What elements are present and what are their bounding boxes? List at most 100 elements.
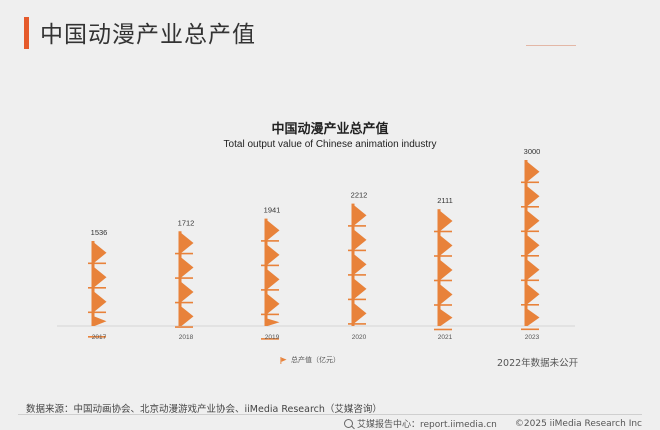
x-tick-2020: 2020 [352, 334, 367, 341]
bar-band-2021-2 [434, 279, 452, 282]
bar-band-2021-1 [434, 255, 452, 257]
page-title: 中国动漫产业总产值 [40, 22, 256, 48]
bar-band-2023-4 [521, 279, 539, 282]
bar-flag-2019-0 [267, 220, 280, 241]
bar-flag-2020-2 [354, 254, 367, 275]
title-accent-bar [24, 17, 29, 49]
bar-flag-2017-0 [94, 243, 107, 263]
bar-band-2017-1 [88, 287, 106, 289]
chart-legend: 总产值（亿元） [280, 355, 340, 365]
bar-flag-2020-4 [354, 303, 367, 324]
x-tick-2021: 2021 [438, 334, 453, 341]
bar-band-2017-2 [88, 311, 106, 314]
bar-band-2020-0 [348, 225, 366, 227]
data-label-2018: 1712 [178, 218, 195, 227]
bar-band-2018-1 [175, 277, 193, 279]
bar-pole-2020 [351, 203, 355, 326]
bar-band-2020-1 [348, 249, 366, 252]
bar-flag-2020-3 [354, 279, 367, 299]
bar-flag-2023-1 [527, 186, 540, 206]
bar-pole-2019 [264, 218, 268, 326]
bar-flag-2021-4 [440, 309, 453, 326]
report-center-link[interactable]: 艾媒报告中心：report.iimedia.cn [356, 420, 497, 430]
bar-band-2020-3 [348, 298, 366, 301]
bar-band-2018-0 [175, 252, 193, 255]
data-label-2023: 3000 [524, 147, 541, 156]
bar-pole-2023 [524, 160, 528, 326]
data-source: 数据来源：中国动画协会、北京动漫游戏产业协会、iiMedia Research（… [26, 404, 382, 415]
bar-flag-2019-2 [267, 269, 280, 290]
bar-band-2019-4 [261, 338, 279, 340]
data-label-2020: 2212 [351, 191, 368, 200]
bar-band-2019-3 [261, 313, 279, 316]
bar-flag-2018-0 [181, 233, 194, 253]
footer-divider [18, 414, 642, 415]
data-note: 2022年数据未公开 [497, 358, 579, 369]
x-tick-2018: 2018 [179, 334, 194, 341]
bar-flag-2019-4 [267, 318, 280, 326]
data-label-2021: 2111 [437, 196, 453, 205]
bar-band-2018-3 [175, 326, 193, 328]
search-icon [343, 419, 353, 428]
bar-flag-2023-5 [527, 284, 540, 304]
bar-2017 [88, 241, 107, 338]
x-tick-2019: 2019 [265, 334, 280, 341]
footer-info: 艾媒报告中心：report.iimedia.cn ©2025 iiMedia R… [343, 417, 642, 430]
legend-flag-icon [280, 356, 287, 364]
bar-pole-2021 [437, 209, 441, 326]
bar-band-2023-5 [521, 304, 539, 306]
data-label-2017: 1536 [91, 228, 108, 237]
bar-flag-2023-0 [527, 162, 540, 182]
bar-band-2023-2 [521, 230, 539, 233]
data-label-2019: 1941 [264, 206, 281, 215]
bar-flag-2018-3 [181, 306, 194, 326]
bar-band-2021-0 [434, 230, 452, 233]
bar-band-2017-3 [88, 336, 106, 338]
bar-band-2023-1 [521, 206, 539, 208]
bar-flag-2017-2 [94, 292, 107, 312]
bar-flag-2019-3 [267, 294, 280, 314]
bar-2019 [261, 218, 280, 340]
bar-2023 [521, 160, 540, 331]
bar-flag-2018-1 [181, 257, 194, 278]
bar-flag-2019-1 [267, 245, 280, 265]
bar-flag-2021-3 [440, 284, 453, 305]
bar-flag-2017-1 [94, 267, 107, 288]
bar-flag-2023-2 [527, 211, 540, 231]
bar-flag-2021-1 [440, 235, 453, 256]
bar-flag-2021-0 [440, 211, 453, 231]
bar-flag-2020-0 [354, 205, 367, 226]
bar-flag-2017-3 [94, 316, 107, 326]
bar-flag-2020-1 [354, 230, 367, 250]
copyright: ©2025 iiMedia Research Inc [514, 418, 642, 429]
bar-band-2019-2 [261, 289, 279, 291]
bar-band-2017-0 [88, 262, 106, 265]
bar-band-2021-3 [434, 304, 452, 306]
bar-band-2023-0 [521, 181, 539, 184]
chart-title: 中国动漫产业总产值 [271, 122, 389, 137]
bar-band-2019-0 [261, 240, 279, 242]
x-tick-2023: 2023 [525, 334, 540, 341]
legend-label: 总产值（亿元） [291, 356, 340, 364]
bar-2020 [348, 203, 367, 326]
header-decoration-line [526, 45, 576, 46]
bar-flag-2023-6 [527, 309, 540, 326]
bar-flag-2023-4 [527, 260, 540, 280]
chart-subtitle: Total output value of Chinese animation … [223, 139, 437, 150]
bar-pole-2017 [91, 241, 95, 326]
bar-band-2020-2 [348, 274, 366, 276]
bar-band-2020-4 [348, 323, 366, 325]
bar-flag-2018-2 [181, 282, 194, 302]
bar-band-2023-3 [521, 255, 539, 257]
bar-band-2019-1 [261, 264, 279, 267]
bar-band-2023-6 [521, 328, 539, 331]
bar-flag-2023-3 [527, 235, 540, 255]
bar-band-2021-4 [434, 328, 452, 331]
bar-flag-2021-2 [440, 260, 453, 280]
x-tick-2017: 2017 [92, 334, 107, 341]
bar-2021 [434, 209, 453, 331]
bar-2018 [175, 231, 194, 328]
bar-band-2018-2 [175, 301, 193, 304]
